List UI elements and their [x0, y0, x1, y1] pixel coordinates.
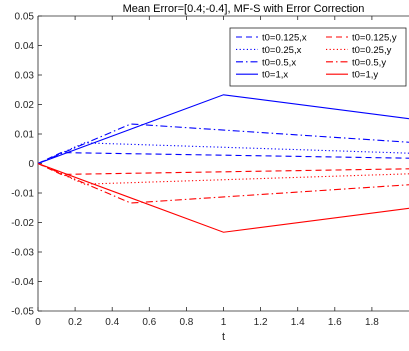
series-line-5	[38, 162, 409, 204]
y-tick-label: -0.04	[11, 277, 34, 288]
y-tick-label: 0.01	[15, 130, 35, 141]
series-line-4	[38, 123, 409, 165]
y-tick-label: 0.04	[15, 41, 35, 52]
legend-label: t0=0.25,y	[352, 45, 392, 56]
series-lines	[38, 94, 409, 233]
series-line-6	[38, 94, 409, 165]
x-tick-label: 1.2	[254, 317, 268, 328]
series-line-3	[38, 162, 409, 185]
legend-label: t0=0.125,y	[352, 33, 397, 44]
x-tick-label: 1.4	[291, 317, 305, 328]
x-tick-label: 1.6	[328, 317, 342, 328]
x-tick-label: 0.6	[142, 317, 156, 328]
y-tick-label: -0.02	[11, 218, 34, 229]
x-axis-title: t	[222, 331, 225, 343]
x-tick-label: 0.8	[179, 317, 193, 328]
x-tick-label: 0.2	[68, 317, 82, 328]
legend-label: t0=0.5,y	[352, 57, 386, 68]
x-tick-label: 0	[35, 317, 41, 328]
x-tick-label: 0.4	[105, 317, 119, 328]
legend-label: t0=1,x	[262, 70, 288, 81]
series-line-7	[38, 162, 409, 233]
y-tick-label: 0.03	[15, 71, 35, 82]
y-tick-label: 0	[28, 159, 34, 170]
legend-box	[229, 27, 407, 87]
y-tick-label: -0.01	[11, 189, 34, 200]
chart-title: Mean Error=[0.4;-0.4], MF-S with Error C…	[123, 3, 365, 15]
x-tick-label: 1.8	[365, 317, 379, 328]
legend-label: t0=0.25,x	[262, 45, 302, 56]
series-line-2	[38, 142, 409, 165]
y-tick-label: -0.05	[11, 307, 34, 318]
y-tick-label: -0.03	[11, 248, 34, 259]
y-tick-label: 0.02	[15, 100, 35, 111]
legend-label: t0=0.5,x	[262, 57, 296, 68]
plot-area: 0 0.2 0.4 0.6 0.8 1 1.2 1.4 1.6 1.8 -0.05 -0.04 -0.0…	[11, 12, 409, 328]
legend-label: t0=0.125,x	[262, 33, 307, 44]
legend: t0=0.125,x t0=0.125,yt0=0.25,x t0=0.25,yt0…	[229, 27, 407, 87]
x-tick-label: 1	[221, 317, 227, 328]
legend-label: t0=1,y	[352, 70, 378, 81]
y-tick-label: 0.05	[15, 12, 35, 23]
